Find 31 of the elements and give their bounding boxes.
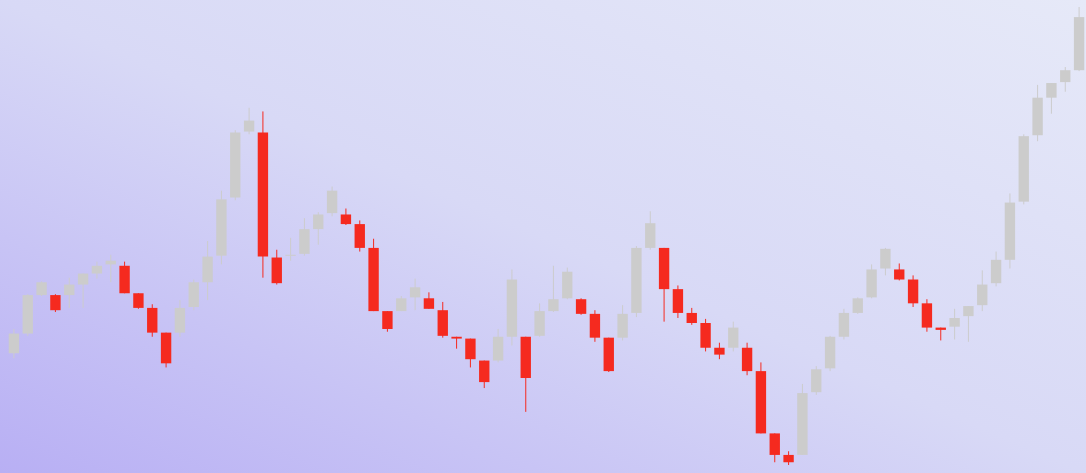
- candlestick: [8, 328, 20, 359]
- candlestick: [326, 186, 338, 217]
- candlestick: [741, 342, 753, 376]
- candlestick: [91, 261, 103, 280]
- candlestick: [492, 328, 504, 363]
- candlestick: [672, 284, 684, 319]
- candlestick: [1060, 66, 1071, 93]
- candlestick: [963, 305, 974, 343]
- candlestick: [617, 304, 628, 341]
- candlestick: [769, 432, 780, 463]
- candlestick: [838, 308, 850, 341]
- candlestick: [285, 237, 296, 262]
- candlestick: [465, 338, 476, 368]
- candlestick: [811, 365, 822, 396]
- candlestick: [880, 247, 891, 276]
- candlestick: [479, 360, 490, 389]
- candlestick: [1046, 82, 1057, 115]
- candlestick: [977, 269, 988, 312]
- candlestick: [589, 309, 601, 343]
- candlestick: [354, 219, 365, 253]
- candlestick: [548, 265, 559, 313]
- candlestick: [382, 310, 393, 333]
- candlestick: [243, 107, 255, 135]
- candlestick: [409, 278, 421, 311]
- candlestick: [990, 251, 1002, 287]
- candlestick: [728, 321, 739, 352]
- candlestick: [949, 308, 960, 341]
- candlestick: [64, 277, 75, 309]
- candlestick: [77, 273, 89, 309]
- candlestick: [907, 274, 919, 308]
- candlestick: [313, 211, 324, 246]
